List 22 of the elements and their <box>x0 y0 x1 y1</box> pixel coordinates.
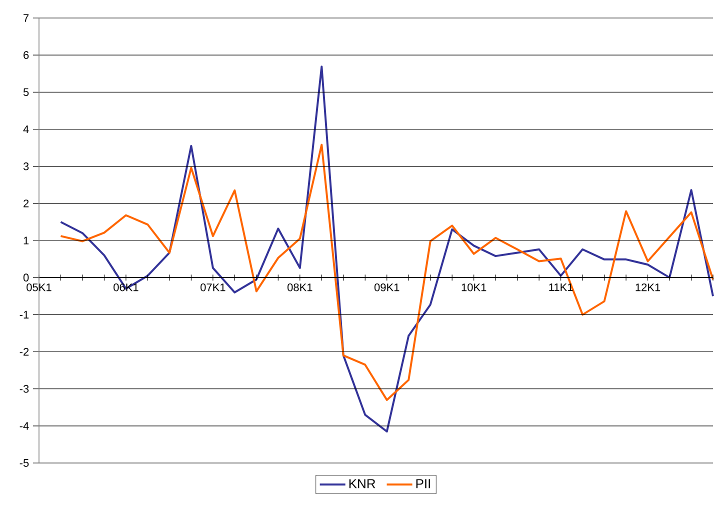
y-tick-label: 3 <box>23 162 29 170</box>
y-tick-label: 7 <box>24 14 29 22</box>
y-tick-label: 0 <box>23 274 29 282</box>
y-tick-label: 2 <box>24 200 29 208</box>
y-tick-label: 4 <box>23 125 29 134</box>
x-tick-label: 05K1 <box>26 283 52 292</box>
x-tick-label: 07K1 <box>200 283 226 292</box>
x-tick-label: 08K1 <box>288 283 312 292</box>
line-series <box>60 66 714 432</box>
y-tick-label: -5 <box>20 459 29 467</box>
y-tick-label: -1 <box>20 310 29 318</box>
legend-label: KNR <box>349 479 376 488</box>
y-tick-label: -3 <box>20 384 29 393</box>
y-tick-label: -4 <box>20 422 29 430</box>
y-tick-label: -2 <box>20 348 29 356</box>
x-tick-label: 10K1 <box>462 283 486 292</box>
y-tick-label: 6 <box>24 51 29 59</box>
y-tick-label: 1 <box>24 236 29 244</box>
x-tick-label: 09K1 <box>374 283 400 292</box>
x-tick-label: 12K1 <box>636 283 660 292</box>
legend-label: PII <box>416 479 430 488</box>
y-tick-label: 5 <box>23 88 29 96</box>
